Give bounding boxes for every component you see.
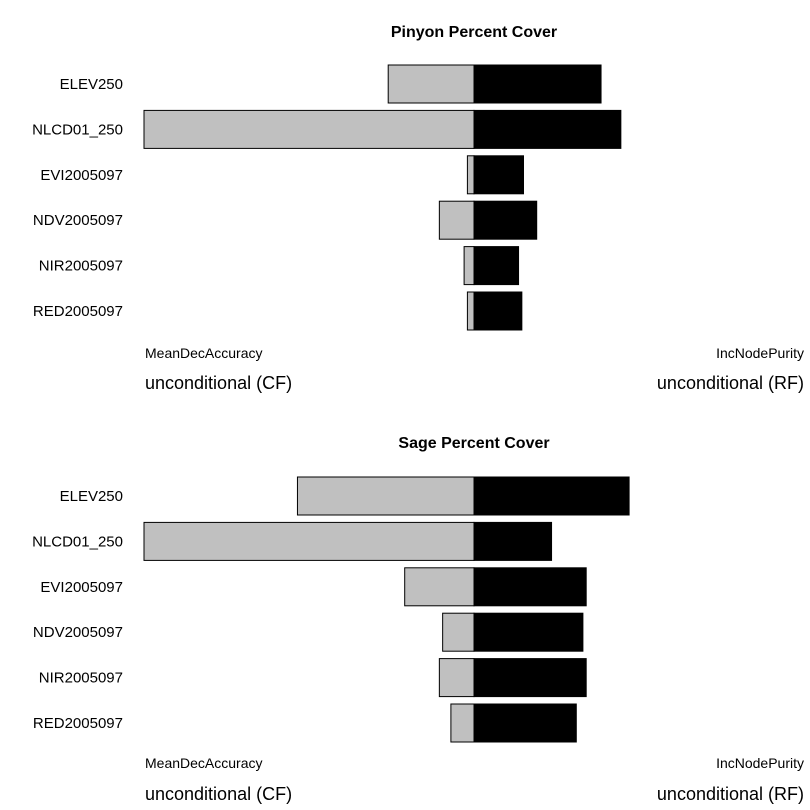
bar-meandecaccuracy [404, 567, 475, 607]
chart-title: Sage Percent Cover [398, 435, 549, 452]
category-label: RED2005097 [33, 715, 123, 732]
bar-incnodepurity [473, 612, 584, 652]
bar-meandecaccuracy [450, 703, 475, 743]
bar-incnodepurity [473, 521, 553, 561]
bar-meandecaccuracy [438, 658, 475, 698]
bar-incnodepurity [473, 64, 602, 104]
left-method-label: unconditional (CF) [145, 784, 292, 804]
bar-meandecaccuracy [466, 291, 475, 331]
category-label: ELEV250 [60, 76, 123, 93]
category-label: NDV2005097 [33, 212, 123, 229]
bar-meandecaccuracy [442, 612, 475, 652]
right-method-label: unconditional (RF) [657, 373, 804, 393]
right-measure-label: IncNodePurity [716, 345, 804, 361]
category-label: NLCD01_250 [32, 533, 123, 550]
category-label: RED2005097 [33, 303, 123, 320]
category-label: NIR2005097 [39, 670, 123, 687]
left-measure-label: MeanDecAccuracy [145, 345, 263, 361]
bar-incnodepurity [473, 476, 630, 516]
left-measure-label: MeanDecAccuracy [145, 755, 263, 771]
right-method-label: unconditional (RF) [657, 784, 804, 804]
bar-meandecaccuracy [463, 246, 475, 286]
bar-incnodepurity [473, 703, 577, 743]
category-label: NLCD01_250 [32, 121, 123, 138]
bar-incnodepurity [473, 291, 523, 331]
category-label: NDV2005097 [33, 624, 123, 641]
bar-incnodepurity [473, 567, 587, 607]
bar-incnodepurity [473, 155, 524, 195]
category-label: EVI2005097 [40, 167, 123, 184]
bar-incnodepurity [473, 246, 520, 286]
category-label: ELEV250 [60, 488, 123, 505]
bar-meandecaccuracy [466, 155, 475, 195]
bar-meandecaccuracy [143, 521, 475, 561]
bar-meandecaccuracy [387, 64, 475, 104]
bar-incnodepurity [473, 109, 622, 149]
right-measure-label: IncNodePurity [716, 755, 804, 771]
category-label: EVI2005097 [40, 579, 123, 596]
bar-incnodepurity [473, 658, 587, 698]
bar-meandecaccuracy [143, 109, 475, 149]
category-label: NIR2005097 [39, 258, 123, 275]
left-method-label: unconditional (CF) [145, 373, 292, 393]
bar-meandecaccuracy [296, 476, 475, 516]
chart-title: Pinyon Percent Cover [391, 24, 557, 41]
bar-incnodepurity [473, 200, 538, 240]
bar-meandecaccuracy [438, 200, 475, 240]
